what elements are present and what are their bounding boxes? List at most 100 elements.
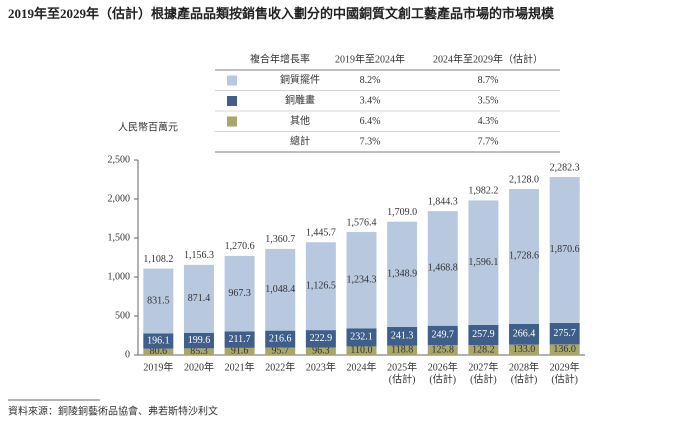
bar-segment (468, 324, 499, 346)
value-label: 95.7 (271, 346, 289, 357)
value-label: 96.3 (312, 346, 330, 357)
x-tick-label: (估計) (511, 372, 538, 385)
bar-segment (346, 346, 377, 355)
y-tick-label: 0 (125, 349, 130, 360)
table-cell: 6.4% (360, 116, 381, 127)
x-tick-label: (估計) (429, 372, 456, 385)
bar-segment (183, 348, 214, 355)
value-label: 110.0 (350, 345, 372, 356)
x-tick-label: 2021年 (225, 360, 255, 373)
legend-label: 其他 (290, 114, 310, 127)
bar-segment (549, 322, 580, 345)
bar-segment (265, 330, 296, 348)
total-label: 2,282.3 (550, 162, 580, 173)
bar-segment (509, 323, 540, 345)
legend-swatch (227, 75, 237, 86)
x-tick-label: 2028年 (509, 360, 539, 373)
total-label: 1,982.2 (468, 186, 498, 197)
total-label: 1,360.7 (265, 234, 295, 245)
value-label: 125.8 (432, 344, 455, 355)
value-label: 136.0 (553, 344, 576, 355)
value-label: 222.9 (310, 333, 333, 344)
x-tick-label: 2027年 (468, 360, 498, 373)
legend-label: 銅雕畫 (285, 93, 315, 106)
source: 資料來源：銅陵銅藝術品協會、弗若斯特沙利文 (8, 404, 218, 417)
bar-segment (387, 221, 418, 327)
value-label: 196.1 (147, 335, 170, 346)
value-label: 257.9 (472, 329, 495, 340)
table-header: 複合年增長率 (250, 52, 310, 65)
bar-segment (305, 242, 336, 331)
value-label: 871.4 (188, 293, 211, 304)
table-cell: 4.3% (478, 116, 499, 127)
bar-segment (265, 347, 296, 355)
bar-segment (509, 344, 540, 355)
value-label: 266.4 (513, 329, 536, 340)
value-label: 232.1 (350, 332, 373, 343)
value-label: 1,234.3 (347, 274, 377, 285)
value-label: 80.6 (150, 346, 168, 357)
x-tick-label: 2022年 (265, 360, 295, 373)
value-label: 967.3 (228, 288, 251, 299)
bar-segment (305, 330, 336, 348)
value-label: 1,126.5 (306, 280, 336, 291)
y-tick-label: 500 (115, 310, 130, 321)
value-label: 128.2 (472, 344, 495, 355)
value-label: 133.0 (513, 344, 536, 355)
y-tick-label: 1,000 (108, 271, 131, 282)
x-tick-label: 2024年 (347, 360, 377, 373)
table-cell: 7.7% (478, 136, 499, 147)
value-label: 1,348.9 (387, 269, 417, 280)
x-tick-label: 2026年 (428, 360, 458, 373)
value-label: 1,728.6 (509, 251, 539, 262)
x-tick-label: (估計) (470, 372, 497, 385)
table-header: 2019年至2024年 (335, 52, 405, 65)
value-label: 118.8 (391, 345, 413, 356)
value-label: 85.3 (190, 346, 208, 357)
table-cell: 7.3% (360, 136, 381, 147)
x-tick-label: 2019年 (143, 360, 173, 373)
bar-segment (183, 332, 214, 349)
bar-segment (346, 328, 377, 347)
value-label: 831.5 (147, 295, 170, 306)
total-label: 1,108.2 (143, 254, 173, 265)
x-tick-label: 2023年 (306, 360, 336, 373)
x-tick-label: (估計) (551, 372, 578, 385)
bar-segment (468, 345, 499, 355)
total-label: 1,709.0 (387, 207, 417, 218)
bar-segment (224, 347, 255, 355)
x-tick-label: (估計) (389, 372, 416, 385)
chart-title: 2019年至2029年（估計）根據產品品類按銷售收入劃分的中國銅質文創工藝產品市… (8, 6, 555, 21)
bar-segment (224, 255, 255, 332)
legend-swatch (227, 116, 237, 127)
y-axis-label: 人民幣百萬元 (118, 120, 178, 133)
bar-segment (224, 331, 255, 348)
bar-segment (265, 248, 296, 331)
table-cell: 總計 (290, 134, 310, 147)
table-cell: 3.5% (478, 95, 499, 106)
bar-segment (143, 333, 174, 349)
bar-segment (183, 264, 214, 333)
total-label: 1,445.7 (306, 228, 336, 239)
table-cell: 8.7% (478, 75, 499, 86)
x-tick-label: 2025年 (387, 360, 417, 373)
value-label: 275.7 (553, 328, 576, 339)
legend-label: 銅質擺件 (280, 73, 320, 86)
bar-segment (387, 326, 418, 346)
bar-segment (305, 347, 336, 355)
bar-segment (143, 348, 174, 355)
x-tick-label: 2020年 (184, 360, 214, 373)
total-label: 2,128.0 (509, 174, 539, 185)
table-cell: 8.2% (360, 75, 381, 86)
value-label: 1,468.8 (428, 263, 458, 274)
bar-segment (549, 176, 580, 323)
value-label: 1,048.4 (265, 284, 295, 295)
value-label: 199.6 (188, 335, 211, 346)
bar-segment (549, 344, 580, 355)
bar-segment (427, 325, 458, 346)
bar-segment (509, 189, 540, 324)
total-label: 1,156.3 (184, 250, 214, 261)
value-label: 249.7 (432, 330, 455, 341)
value-label: 1,596.1 (468, 257, 498, 268)
